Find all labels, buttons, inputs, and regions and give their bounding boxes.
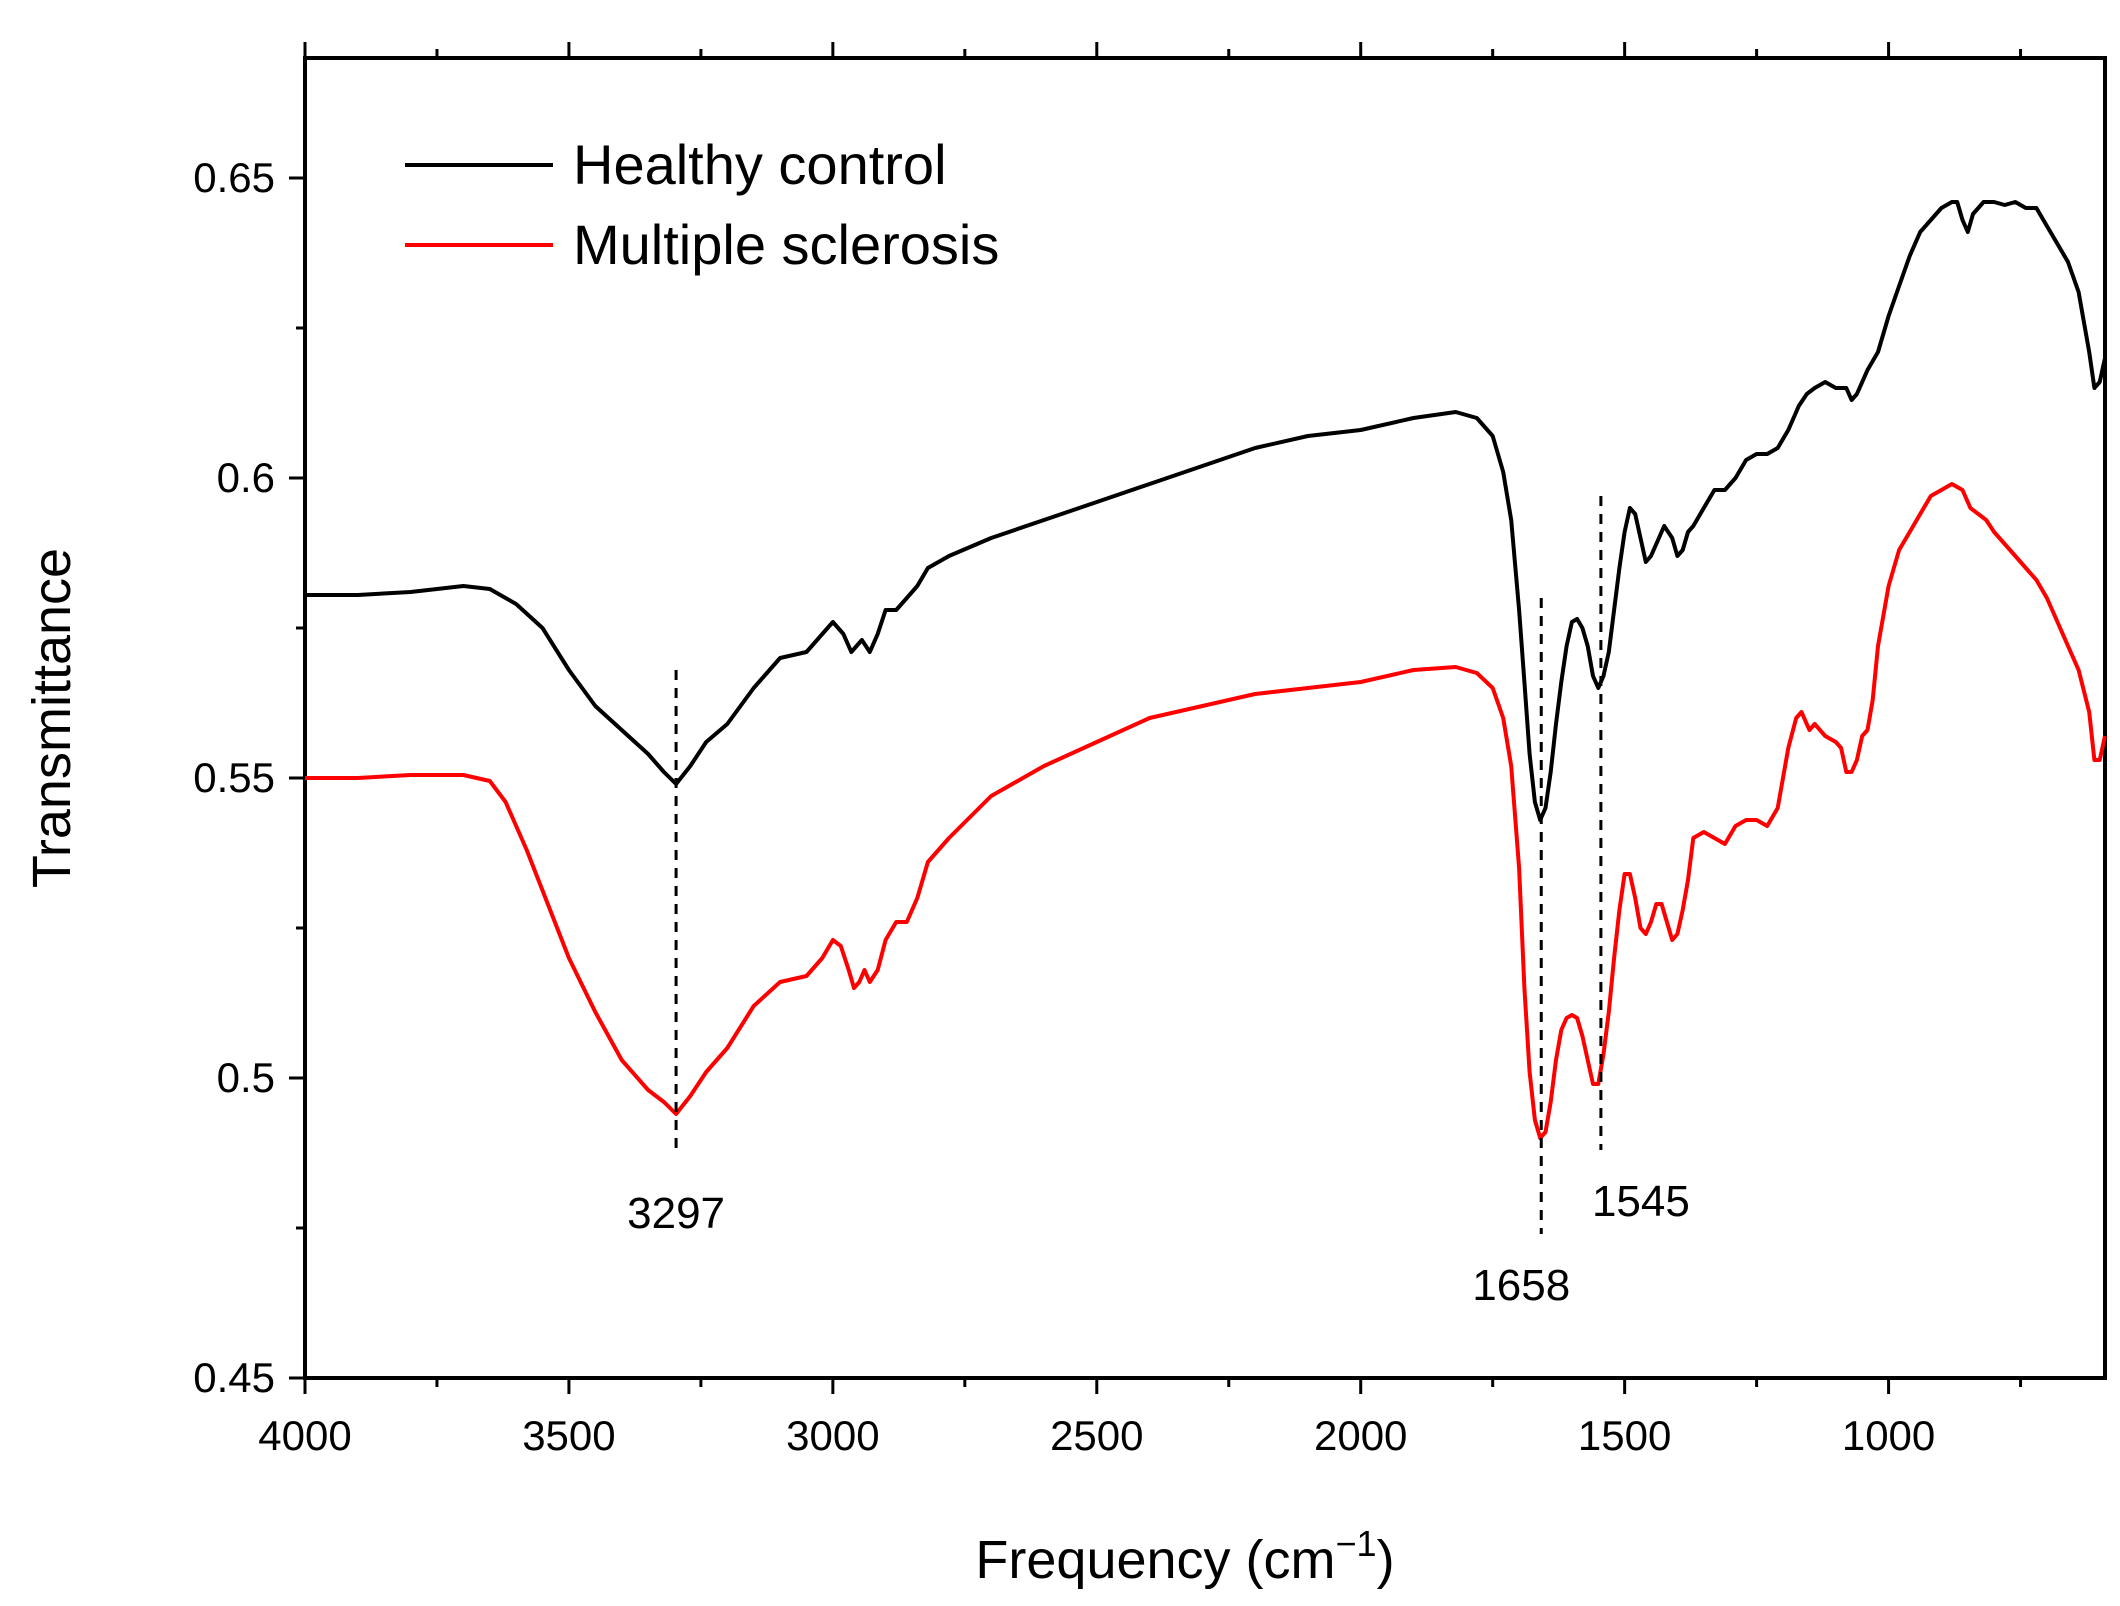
x-tick-label: 1500 (1578, 1412, 1671, 1459)
x-axis-title: Frequency (cm−1) (975, 1523, 1394, 1590)
series-line-healthy-control (305, 200, 2107, 822)
x-tick-label: 3500 (522, 1412, 615, 1459)
axis-tick-labels: 4000 3500 3000 2500 2000 1500 1000 0.45 0.5 0.55 0… (193, 154, 1935, 1459)
series-line-multiple-sclerosis (305, 482, 2107, 1140)
x-axis-title-suffix: ) (1377, 1530, 1395, 1590)
x-tick-label: 2000 (1314, 1412, 1407, 1459)
plot-frame (303, 56, 2107, 1380)
series-layer (305, 200, 2107, 1140)
y-tick-label: 0.55 (193, 754, 275, 801)
x-tick-label: 1000 (1842, 1412, 1935, 1459)
annotation-layer: 3297 1658 1545 (627, 496, 1690, 1310)
y-tick-label: 0.6 (217, 454, 275, 501)
x-tick-label: 2500 (1050, 1412, 1143, 1459)
y-axis-title: Transmittance (22, 548, 82, 888)
plot-border (303, 56, 2107, 1380)
axis-ticks (289, 42, 2023, 1394)
y-tick-label: 0.5 (217, 1054, 275, 1101)
peak-label-1658: 1658 (1472, 1261, 1570, 1310)
legend-label-healthy-control: Healthy control (573, 133, 947, 196)
peak-label-1545: 1545 (1592, 1177, 1690, 1226)
legend: Healthy control Multiple sclerosis (405, 133, 999, 276)
x-axis-title-main: Frequency (cm (975, 1530, 1335, 1590)
legend-label-multiple-sclerosis: Multiple sclerosis (573, 213, 999, 276)
y-tick-label: 0.45 (193, 1354, 275, 1401)
x-tick-label: 3000 (786, 1412, 879, 1459)
peak-label-3297: 3297 (627, 1189, 725, 1238)
x-axis-title-superscript: −1 (1336, 1523, 1377, 1564)
x-tick-label: 4000 (258, 1412, 351, 1459)
y-tick-label: 0.65 (193, 154, 275, 201)
